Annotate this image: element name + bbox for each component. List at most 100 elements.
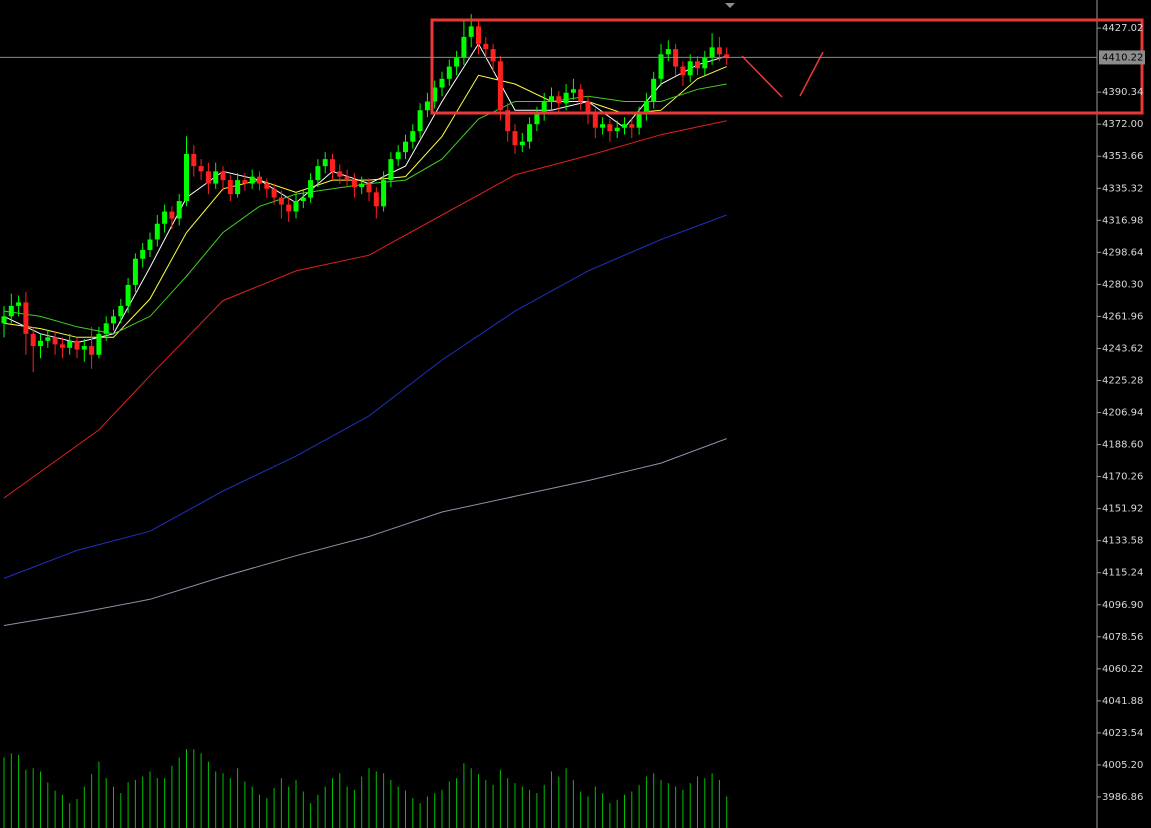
- candle-body: [476, 26, 481, 44]
- candle-body: [585, 101, 591, 114]
- candle-body: [23, 302, 29, 334]
- candle-body: [454, 57, 460, 67]
- candle-body: [59, 344, 65, 348]
- candle-body: [687, 61, 693, 76]
- candle-body: [556, 96, 562, 104]
- candle-body: [695, 61, 700, 69]
- candle-body: [636, 113, 642, 128]
- y-tick-label: 4225.28: [1102, 375, 1143, 386]
- candle-body: [702, 57, 708, 69]
- candle-body: [592, 113, 598, 128]
- candle-body: [191, 153, 197, 167]
- candle-body: [89, 346, 95, 355]
- candle-body: [1, 316, 7, 324]
- candle-body: [125, 284, 131, 306]
- candle-body: [658, 54, 664, 79]
- candle-body: [614, 127, 620, 132]
- candle-body: [337, 171, 343, 177]
- candle-body: [300, 197, 306, 202]
- candle-body: [541, 101, 547, 114]
- candle-body: [446, 66, 452, 79]
- candle-body: [381, 180, 387, 207]
- candle-body: [622, 124, 627, 128]
- candle-body: [461, 36, 467, 58]
- candle-body: [103, 323, 109, 334]
- candle-body: [512, 131, 518, 146]
- moving-average: [3, 120, 727, 499]
- y-tick-label: 4151.92: [1102, 504, 1143, 515]
- candle-body: [388, 159, 394, 181]
- candle-body: [45, 337, 51, 341]
- candle-body: [315, 166, 321, 181]
- candle-body: [264, 183, 270, 189]
- candle-body: [468, 26, 474, 37]
- candle-body: [184, 153, 189, 202]
- candle-body: [607, 124, 613, 132]
- candle-body: [351, 180, 357, 188]
- candle-body: [257, 176, 262, 184]
- y-tick-label: 4060.22: [1102, 664, 1143, 675]
- candle-body: [680, 66, 686, 76]
- y-tick-label: 4188.60: [1102, 440, 1143, 451]
- candle-body: [651, 78, 657, 102]
- highlight-box: [430, 18, 1144, 115]
- candle-body: [403, 141, 408, 153]
- candle-body: [74, 340, 80, 350]
- candle-body: [205, 171, 211, 184]
- candle-body: [578, 89, 584, 102]
- y-tick-label: 4261.96: [1102, 311, 1143, 322]
- candle-body: [249, 176, 255, 184]
- candle-body: [322, 159, 328, 167]
- y-tick-label: 4170.26: [1102, 472, 1143, 483]
- candle-body: [410, 131, 416, 142]
- y-tick-label: 4115.24: [1102, 568, 1143, 579]
- candle-body: [154, 223, 160, 240]
- candle-body: [132, 258, 138, 285]
- candle-body: [111, 316, 116, 324]
- candle-body: [176, 201, 182, 219]
- candle-body: [271, 188, 277, 198]
- candle-body: [366, 183, 372, 193]
- candle-body: [519, 141, 525, 146]
- candle-body: [665, 49, 671, 55]
- candle-body: [570, 89, 576, 93]
- y-tick-label: 4335.32: [1102, 183, 1143, 194]
- y-tick-label: 4353.66: [1102, 151, 1143, 162]
- arrow-up: [799, 51, 824, 97]
- y-tick-label: 4005.20: [1102, 760, 1143, 771]
- candle-body: [235, 180, 241, 195]
- candle-body: [162, 211, 168, 224]
- candle-body: [483, 43, 489, 50]
- candle-body: [643, 101, 649, 114]
- candle-body: [716, 47, 722, 55]
- candle-body: [344, 176, 350, 181]
- plot: [1, 14, 730, 828]
- candle-body: [432, 87, 438, 102]
- y-tick-label: 3986.86: [1102, 792, 1143, 803]
- candle-body: [709, 47, 715, 58]
- candle-body: [629, 124, 635, 128]
- y-tick-label: 4096.90: [1102, 600, 1143, 611]
- candle-body: [140, 249, 146, 259]
- y-tick-label: 4427.02: [1102, 23, 1143, 34]
- y-tick-label: 4133.58: [1102, 536, 1143, 547]
- candle-body: [308, 180, 314, 198]
- candle-body: [505, 110, 511, 132]
- candle-body: [8, 305, 14, 317]
- shift-marker: [725, 3, 735, 8]
- candle-body: [600, 124, 606, 128]
- candle-body: [242, 180, 248, 184]
- candle-body: [16, 302, 22, 306]
- candle-body: [198, 166, 204, 172]
- candle-body: [724, 54, 730, 58]
- candle-body: [213, 171, 219, 184]
- candle-body: [395, 152, 401, 160]
- candle-body: [417, 110, 423, 132]
- candle-body: [439, 78, 445, 88]
- candle-body: [38, 340, 43, 347]
- candle-body: [549, 96, 554, 102]
- candle-body: [67, 340, 73, 348]
